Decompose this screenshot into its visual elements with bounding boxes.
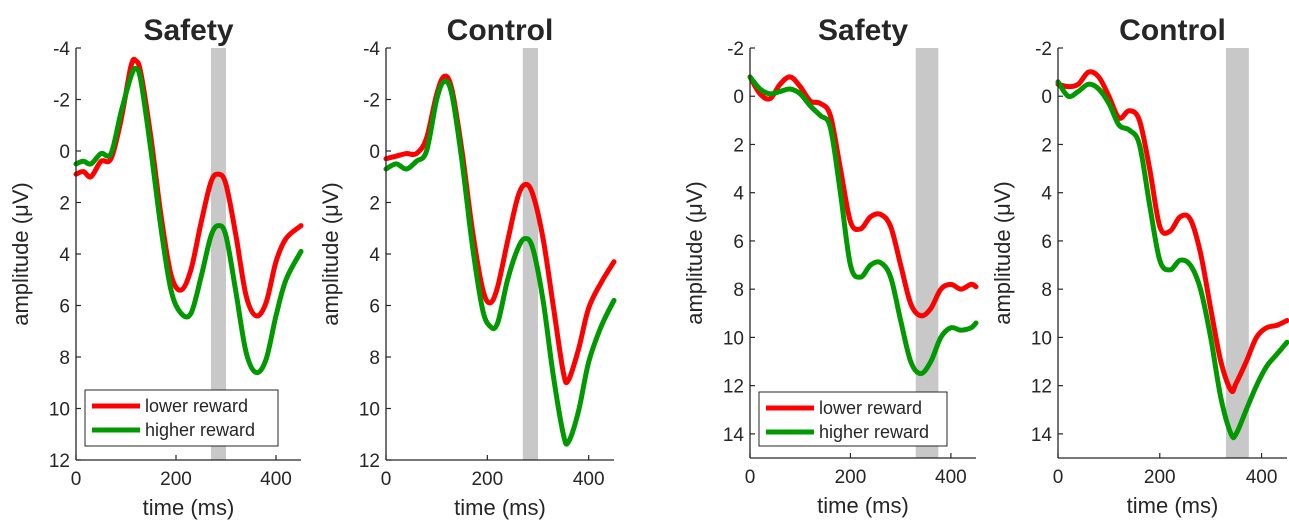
y-tick-label: 10	[359, 400, 380, 421]
y-tick-label: 4	[59, 245, 70, 266]
x-tick-label: 200	[1144, 467, 1176, 488]
series-line-lower-reward	[1055, 69, 1289, 395]
x-axis-label: time (ms)	[1127, 493, 1219, 518]
y-tick-label: 4	[733, 184, 744, 205]
y-tick-label: 8	[1041, 280, 1052, 301]
x-tick-label: 400	[935, 467, 967, 488]
y-tick-label: 8	[733, 280, 744, 301]
y-tick-label: -2	[727, 39, 744, 60]
y-tick-label: 12	[723, 377, 744, 398]
x-tick-label: 0	[1053, 467, 1064, 488]
series-line-higher-reward	[1055, 79, 1289, 441]
series-line-lower-reward	[383, 73, 617, 386]
panel-title: Safety	[818, 14, 908, 47]
y-tick-label: 10	[1031, 328, 1052, 349]
y-tick-label: -4	[53, 39, 70, 60]
y-tick-label: -2	[53, 91, 70, 112]
x-axis-label: time (ms)	[454, 495, 546, 520]
legend-label: higher reward	[145, 420, 255, 440]
shaded-window	[1225, 48, 1249, 458]
x-tick-label: 0	[381, 469, 392, 490]
series-line-higher-reward	[747, 74, 979, 377]
x-tick-label: 400	[260, 469, 292, 490]
x-tick-label: 200	[160, 469, 192, 490]
y-tick-label: 4	[369, 245, 380, 266]
x-tick-label: 200	[835, 467, 867, 488]
y-tick-label: 0	[733, 87, 744, 108]
series-line-lower-reward	[747, 74, 979, 319]
legend-box	[84, 389, 279, 447]
y-tick-label: 10	[49, 400, 70, 421]
y-tick-label: 12	[1031, 377, 1052, 398]
y-tick-label: 10	[723, 328, 744, 349]
legend-label: higher reward	[819, 422, 929, 442]
y-tick-label: 2	[1041, 135, 1052, 156]
panel-title: Safety	[143, 14, 233, 47]
y-tick-label: 8	[59, 348, 70, 369]
shaded-window	[522, 48, 538, 460]
y-tick-label: 8	[369, 348, 380, 369]
legend-label: lower reward	[145, 396, 248, 416]
y-tick-label: 2	[59, 194, 70, 215]
legend: lower reward higher reward	[84, 389, 279, 447]
y-tick-label: 2	[733, 135, 744, 156]
y-tick-label: 12	[49, 451, 70, 472]
y-tick-label: 2	[369, 194, 380, 215]
y-axis-label: amplitude (μV)	[682, 181, 707, 325]
y-tick-label: 0	[1041, 87, 1052, 108]
y-axis-label: amplitude (μV)	[990, 181, 1015, 325]
y-tick-label: -2	[1035, 39, 1052, 60]
y-tick-label: 0	[369, 142, 380, 163]
series-line-lower-reward	[73, 56, 304, 319]
x-tick-label: 0	[71, 469, 82, 490]
y-tick-label: 6	[1041, 232, 1052, 253]
legend-box	[758, 391, 948, 447]
y-axis-label: amplitude (μV)	[318, 182, 343, 326]
panel-title: Control	[447, 14, 554, 47]
y-tick-label: 14	[1031, 425, 1053, 446]
series-line-higher-reward	[383, 78, 617, 447]
y-tick-label: 0	[59, 142, 70, 163]
y-tick-label: 12	[359, 451, 380, 472]
y-tick-label: 4	[1041, 184, 1052, 205]
x-tick-label: 200	[471, 469, 503, 490]
y-tick-label: 14	[723, 425, 745, 446]
y-tick-label: -4	[363, 39, 380, 60]
y-axis-label: amplitude (μV)	[8, 182, 33, 326]
x-tick-label: 0	[745, 467, 756, 488]
legend: lower reward higher reward	[758, 391, 948, 447]
y-tick-label: 6	[59, 297, 70, 318]
y-tick-label: 6	[369, 297, 380, 318]
legend-label: lower reward	[819, 398, 922, 418]
x-tick-label: 400	[573, 469, 605, 490]
y-tick-label: -2	[363, 91, 380, 112]
series-line-higher-reward	[73, 65, 304, 376]
x-axis-label: time (ms)	[143, 495, 235, 520]
y-tick-label: 6	[733, 232, 744, 253]
x-tick-label: 400	[1246, 467, 1278, 488]
shaded-window	[211, 48, 226, 460]
panel-title: Control	[1119, 14, 1226, 47]
x-axis-label: time (ms)	[817, 493, 909, 518]
